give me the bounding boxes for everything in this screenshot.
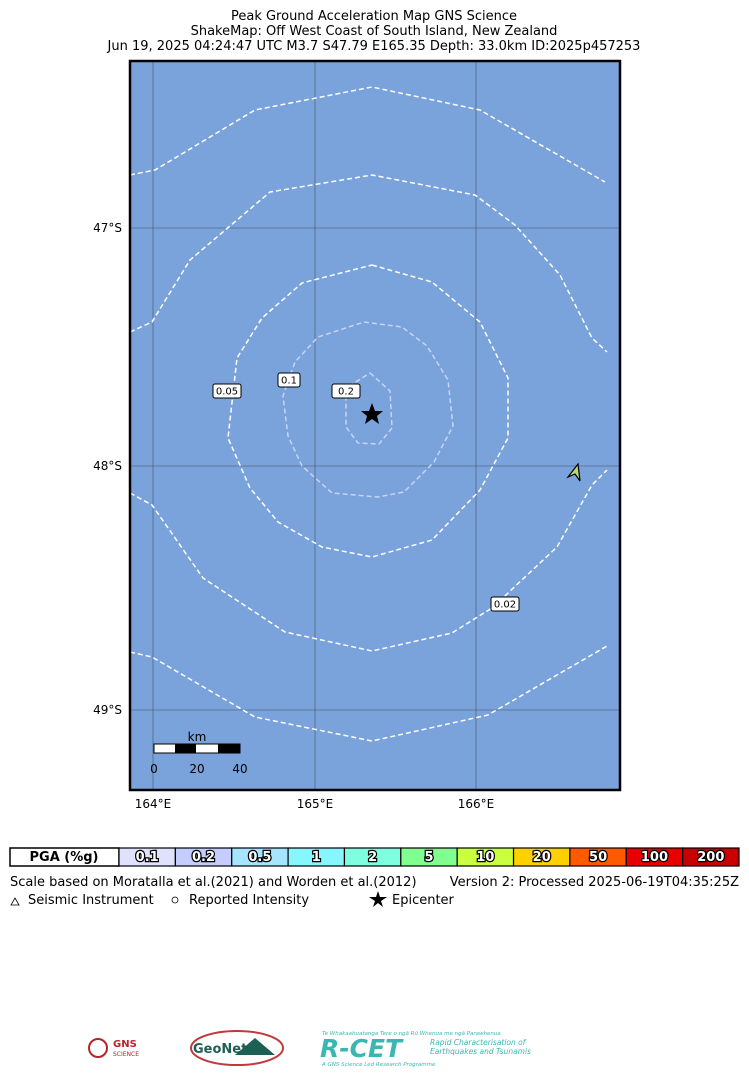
scale-label: 20 xyxy=(189,762,204,776)
scale-label: 40 xyxy=(232,762,247,776)
logos: GNS SCIENCE GeoNet Te Whakaahuatanga Ter… xyxy=(88,1030,531,1068)
legend-bin-label: 2 xyxy=(368,850,377,865)
intensity-icon xyxy=(171,896,179,904)
map-frame xyxy=(128,59,622,792)
instrument-icon xyxy=(10,897,20,906)
geonet-logo: GeoNet xyxy=(193,1042,247,1057)
rcet-logo: R-CET xyxy=(320,1034,404,1063)
gns-sub: SCIENCE xyxy=(113,1051,139,1058)
graticule xyxy=(130,61,620,790)
contour-label-box xyxy=(277,372,301,388)
legend-bin-label: 0.5 xyxy=(248,850,271,865)
legend-bin-label: 10 xyxy=(476,850,494,865)
legend-bin-label: 0.1 xyxy=(136,850,159,865)
contour-labels: 0.05 0.1 0.2 0.02 xyxy=(212,372,520,612)
symbol-label: Seismic Instrument xyxy=(28,893,154,908)
lon-label: 165°E xyxy=(297,797,334,811)
rcet-foot: A GNS Science Led Research Programme xyxy=(321,1062,436,1068)
contour-label: 0.05 xyxy=(216,387,238,398)
scale-note: Scale based on Moratalla et al.(2021) an… xyxy=(10,875,417,890)
legend-bin-label: 5 xyxy=(424,850,433,865)
contour-label-box xyxy=(212,383,242,399)
scale-label: 0 xyxy=(150,762,158,776)
epicenter-icon xyxy=(369,891,387,907)
symbol-label: Epicenter xyxy=(392,893,455,908)
gns-logo: GNS xyxy=(113,1039,137,1050)
legend-bin-label: 200 xyxy=(697,850,724,865)
lat-label: 49°S xyxy=(93,703,122,717)
contour-label: 0.1 xyxy=(281,376,297,387)
contour-label-box xyxy=(331,383,361,399)
station-marker xyxy=(566,462,581,482)
lon-label: 166°E xyxy=(458,797,495,811)
rcet-top: Te Whakaahuatanga Tere o ngā Rū Whenua m… xyxy=(322,1031,501,1037)
title-line: ShakeMap: Off West Coast of South Island… xyxy=(191,24,558,39)
version: Version 2: Processed 2025-06-19T04:35:25… xyxy=(450,875,739,890)
legend-bin-label: 0.2 xyxy=(192,850,215,865)
legend-bin-label: 1 xyxy=(312,850,321,865)
contour-label: 0.2 xyxy=(338,387,354,398)
legend-bin xyxy=(682,847,740,867)
ocean xyxy=(130,61,620,790)
title-line: Jun 19, 2025 04:24:47 UTC M3.7 S47.79 E1… xyxy=(107,39,641,54)
rcet-sub: Earthquakes and Tsunamis xyxy=(430,1047,531,1056)
lat-label: 48°S xyxy=(93,459,122,473)
legend-bin-label: 20 xyxy=(533,850,551,865)
scale-unit: km xyxy=(188,730,207,744)
lat-label: 47°S xyxy=(93,221,122,235)
contour-label-box xyxy=(490,596,520,612)
legend-header: PGA (%g) xyxy=(30,850,99,865)
scale-bar: km 0 20 40 xyxy=(150,730,247,776)
legend-bin-label: 100 xyxy=(641,850,668,865)
title-line: Peak Ground Acceleration Map GNS Science xyxy=(231,9,517,24)
rcet-sub: Rapid Characterisation of xyxy=(430,1038,527,1047)
epicenter xyxy=(361,403,383,424)
lon-label: 164°E xyxy=(135,797,172,811)
symbol-label: Reported Intensity xyxy=(189,893,309,908)
pga-legend: PGA (%g) 0.1 0.2 0.5 1 2 5 10 20 50 100 200 xyxy=(9,847,740,867)
legend-bin-label: 50 xyxy=(589,850,607,865)
contour-label: 0.02 xyxy=(494,600,516,611)
